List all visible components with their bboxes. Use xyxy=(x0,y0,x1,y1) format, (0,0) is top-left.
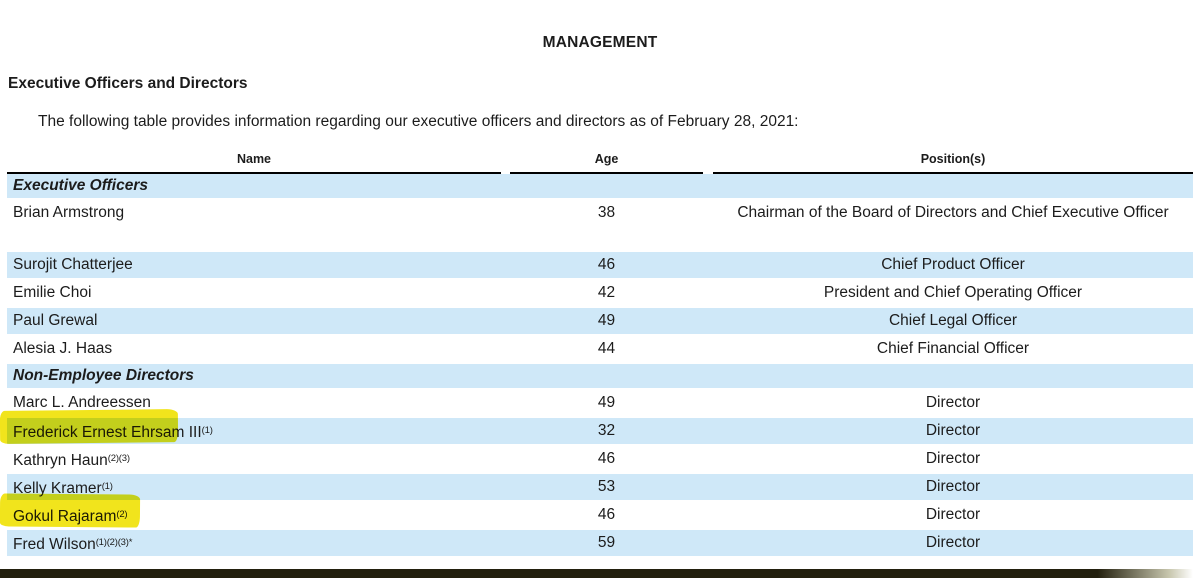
table-row: Kathryn Haun(2)(3) 46 Director xyxy=(7,446,1193,474)
section-label: Executive Officers xyxy=(13,177,148,194)
table-row: Kelly Kramer(1) 53 Director xyxy=(7,474,1193,502)
person-name: Brian Armstrong xyxy=(13,204,125,221)
footnote-reference: (2)(3) xyxy=(107,453,130,464)
person-name: Frederick Ernest Ehrsam III xyxy=(13,424,202,441)
column-header-name: Name xyxy=(7,152,501,174)
person-name: Kathryn Haun xyxy=(13,452,108,469)
person-name: Paul Grewal xyxy=(13,312,98,329)
age-cell: 49 xyxy=(597,394,616,411)
footnote-reference: (2) xyxy=(116,509,128,520)
person-name: Surojit Chatterjee xyxy=(13,256,133,273)
age-cell: 59 xyxy=(597,534,616,551)
age-cell: 46 xyxy=(597,506,616,523)
position-cell: Chief Product Officer xyxy=(881,256,1025,273)
position-cell: Director xyxy=(925,450,981,467)
age-cell: 42 xyxy=(597,284,616,301)
name-cell: Emilie Choi xyxy=(7,280,501,306)
position-cell: Chairman of the Board of Directors and C… xyxy=(737,204,1169,221)
table-row: Brian Armstrong 38 Chairman of the Board o… xyxy=(7,200,1193,252)
age-cell: 46 xyxy=(597,450,616,467)
table-row: Marc L. Andreessen 49 Director xyxy=(7,390,1193,418)
page-title: MANAGEMENT xyxy=(542,34,658,51)
person-name: Alesia J. Haas xyxy=(13,340,113,357)
person-name: Fred Wilson xyxy=(13,536,96,553)
name-cell: Paul Grewal xyxy=(7,308,501,334)
person-name: Gokul Rajaram xyxy=(13,508,117,525)
person-name: Kelly Kramer xyxy=(13,480,102,497)
footnote-reference: (1)(2)(3)* xyxy=(95,537,133,548)
name-cell: Alesia J. Haas xyxy=(7,336,501,362)
officers-directors-table: Name Age Position(s) Executive Officers B… xyxy=(7,152,1193,558)
name-cell: Kathryn Haun(2)(3) xyxy=(7,446,501,474)
age-cell: 32 xyxy=(597,422,616,439)
position-cell: Director xyxy=(925,422,981,439)
footnote-reference: (1) xyxy=(101,481,113,492)
age-cell: 38 xyxy=(597,204,616,221)
footnote-reference: (1) xyxy=(201,425,213,436)
table-row: Surojit Chatterjee 46 Chief Product Office… xyxy=(7,252,1193,280)
position-cell: Director xyxy=(925,506,981,523)
table-row: Frederick Ernest Ehrsam III(1) 32 Director xyxy=(7,418,1193,446)
table-section-row: Non-Employee Directors xyxy=(7,364,1193,390)
person-name: Emilie Choi xyxy=(13,284,92,301)
name-cell: Frederick Ernest Ehrsam III(1) xyxy=(7,418,501,446)
person-name: Marc L. Andreessen xyxy=(13,394,151,411)
name-cell: Brian Armstrong xyxy=(7,200,501,250)
officers-table-body: Executive Officers Brian Armstrong 38 Chair… xyxy=(7,174,1193,558)
name-cell: Surojit Chatterjee xyxy=(7,252,501,278)
column-header-age: Age xyxy=(510,152,703,174)
table-header-row: Name Age Position(s) xyxy=(7,152,1193,174)
name-cell: Marc L. Andreessen xyxy=(7,390,501,416)
age-cell: 53 xyxy=(597,478,616,495)
position-cell: Director xyxy=(925,534,981,551)
name-cell: Gokul Rajaram(2) xyxy=(7,502,501,530)
position-cell: Chief Financial Officer xyxy=(876,340,1030,357)
table-section-row: Executive Officers xyxy=(7,174,1193,200)
page-break-bar xyxy=(0,569,1193,578)
section-label: Non-Employee Directors xyxy=(13,367,194,384)
position-cell: Director xyxy=(925,478,981,495)
age-cell: 44 xyxy=(597,340,616,357)
intro-paragraph: The following table provides information… xyxy=(38,113,799,130)
column-gap xyxy=(703,152,713,174)
age-cell: 46 xyxy=(597,256,616,273)
table-row: Emilie Choi 42 President and Chief Operati… xyxy=(7,280,1193,308)
age-cell: 49 xyxy=(597,312,616,329)
column-header-positions: Position(s) xyxy=(713,152,1193,174)
table-row: Paul Grewal 49 Chief Legal Officer xyxy=(7,308,1193,336)
section-heading: Executive Officers and Directors xyxy=(8,75,248,92)
column-gap xyxy=(501,152,510,174)
name-cell: Kelly Kramer(1) xyxy=(7,474,501,502)
table-row: Fred Wilson(1)(2)(3)* 59 Director xyxy=(7,530,1193,558)
position-cell: President and Chief Operating Officer xyxy=(823,284,1083,301)
table-row: Alesia J. Haas 44 Chief Financial Officer xyxy=(7,336,1193,364)
table-row: Gokul Rajaram(2) 46 Director xyxy=(7,502,1193,530)
name-cell: Fred Wilson(1)(2)(3)* xyxy=(7,530,501,558)
position-cell: Director xyxy=(925,394,981,411)
position-cell: Chief Legal Officer xyxy=(888,312,1018,329)
